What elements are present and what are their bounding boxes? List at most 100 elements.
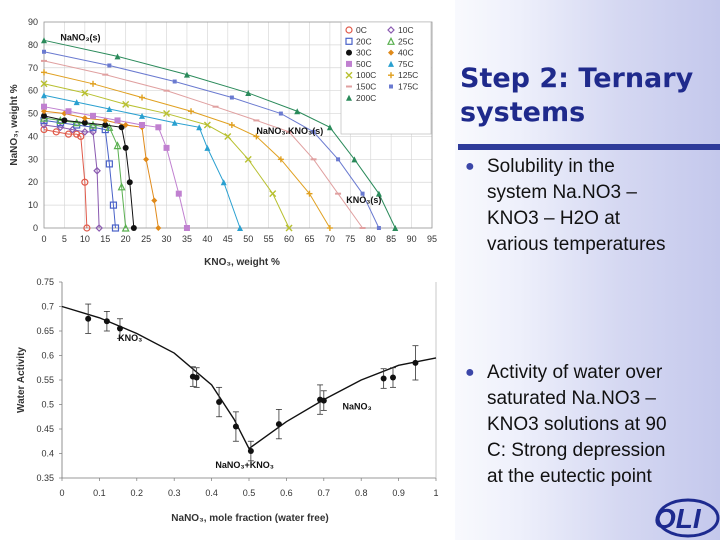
bullet-text: Solubility in the system Na.NO3 – KNO3 –… — [487, 154, 710, 258]
data-point — [40, 80, 48, 88]
data-point — [360, 191, 365, 196]
data-point — [220, 179, 227, 186]
data-point — [102, 122, 109, 128]
data-point — [103, 318, 110, 325]
data-point — [155, 124, 162, 131]
y-tick-label: 70 — [28, 63, 38, 73]
data-point — [116, 325, 123, 332]
bullet-solubility-line: Solubility in the — [487, 156, 615, 177]
y-tick-label: 0.75 — [36, 277, 54, 287]
y-tick-label: 30 — [28, 154, 38, 164]
measurement-point — [193, 367, 200, 388]
chart-legend: 0C 10C 20C 25C 30C 40C 50C 75C 100C 125C 150C 175C 2… — [340, 21, 432, 135]
measurement-point — [320, 390, 327, 411]
x-tick-label: 0.4 — [205, 488, 218, 498]
data-point — [41, 103, 47, 110]
data-point — [114, 53, 121, 60]
data-point — [216, 399, 223, 406]
x-tick-label: 0.6 — [280, 488, 293, 498]
series-line — [43, 106, 188, 229]
data-point — [130, 225, 137, 231]
y-tick-label: 20 — [28, 177, 38, 187]
data-point — [105, 122, 114, 131]
data-point — [95, 224, 103, 232]
data-point — [41, 37, 47, 44]
measurement-point — [216, 386, 223, 418]
data-point — [247, 448, 254, 455]
bullet-activity-line: at the eutectic point — [487, 466, 652, 487]
chart-annotation: NaNO₃(s) — [60, 32, 100, 42]
measurement-point — [380, 368, 387, 389]
data-point — [122, 100, 130, 108]
legend-entry: 10C — [398, 25, 414, 35]
y-tick-label: 0.5 — [41, 400, 54, 410]
data-point — [375, 190, 382, 197]
data-point — [73, 99, 80, 106]
series-line — [43, 129, 88, 229]
data-point — [376, 226, 381, 230]
x-tick-label: 40 — [202, 234, 212, 244]
data-point — [81, 115, 88, 122]
data-point — [85, 315, 92, 322]
legend-entry: 75C — [398, 59, 414, 69]
x-tick-label: 50 — [243, 234, 253, 244]
bullet-solubility-line: various temperatures — [487, 234, 666, 255]
data-point — [193, 374, 200, 381]
data-point — [118, 124, 125, 131]
legend-entry: 175C — [398, 82, 418, 92]
data-point — [311, 129, 316, 134]
x-tick-label: 0 — [41, 234, 46, 244]
data-point — [151, 197, 158, 204]
y-tick-label: 0.4 — [41, 449, 54, 459]
data-point — [83, 224, 91, 232]
y-tick-label: 0.55 — [36, 375, 54, 385]
data-point — [41, 108, 47, 115]
water-activity-chart: 0 0.1 0.2 0.3 0.4 0.5 0.6 0.7 0.8 0.9 1 0.35 0.4 0.45… — [16, 277, 439, 524]
data-point — [387, 26, 395, 34]
series-50C — [41, 103, 190, 231]
y-tick-label: 0.6 — [41, 351, 54, 361]
data-point — [269, 190, 277, 198]
data-point — [392, 225, 399, 231]
data-point — [126, 179, 133, 186]
series-150C — [41, 59, 366, 229]
y-tick-label: 0.7 — [41, 302, 54, 312]
data-point — [143, 156, 150, 163]
y-tick-label: 50 — [28, 109, 38, 119]
data-point — [387, 36, 395, 45]
y-tick-label: 0.35 — [36, 473, 54, 483]
data-point — [203, 121, 211, 129]
data-point — [81, 119, 88, 126]
slide-title-line1: Step 2: Ternary — [460, 63, 694, 94]
bullet-dot-icon: ● — [465, 364, 475, 381]
data-point — [351, 156, 358, 163]
bullet-water-activity: ● Activity of water over saturated Na.NO… — [465, 360, 710, 490]
measurement-point — [116, 318, 123, 339]
data-point — [106, 105, 113, 112]
data-point — [275, 421, 282, 428]
y-tick-label: 0.65 — [36, 326, 54, 336]
measurement-point — [412, 345, 419, 381]
bullet-dot-icon: ● — [465, 158, 475, 175]
y-tick-label: 10 — [28, 200, 38, 210]
x-tick-label: 70 — [325, 234, 335, 244]
x-tick-label: 0.2 — [131, 488, 144, 498]
measurement-point — [389, 367, 396, 388]
y-tick-label: 0.45 — [36, 424, 54, 434]
x-tick-label: 10 — [80, 234, 90, 244]
series-100C — [40, 80, 293, 232]
measurement-point — [85, 303, 92, 334]
data-point — [41, 112, 47, 119]
y-tick-label: 60 — [28, 86, 38, 96]
data-point — [345, 71, 353, 79]
x-tick-label: 0.5 — [243, 488, 256, 498]
data-point — [183, 71, 190, 78]
data-point — [232, 423, 239, 430]
bullet-activity-line: saturated Na.NO3 – — [487, 388, 656, 409]
data-point — [336, 157, 341, 162]
data-point — [93, 166, 101, 175]
data-point — [412, 359, 419, 366]
data-point — [346, 60, 352, 67]
data-point — [77, 132, 85, 141]
data-point — [163, 144, 170, 151]
